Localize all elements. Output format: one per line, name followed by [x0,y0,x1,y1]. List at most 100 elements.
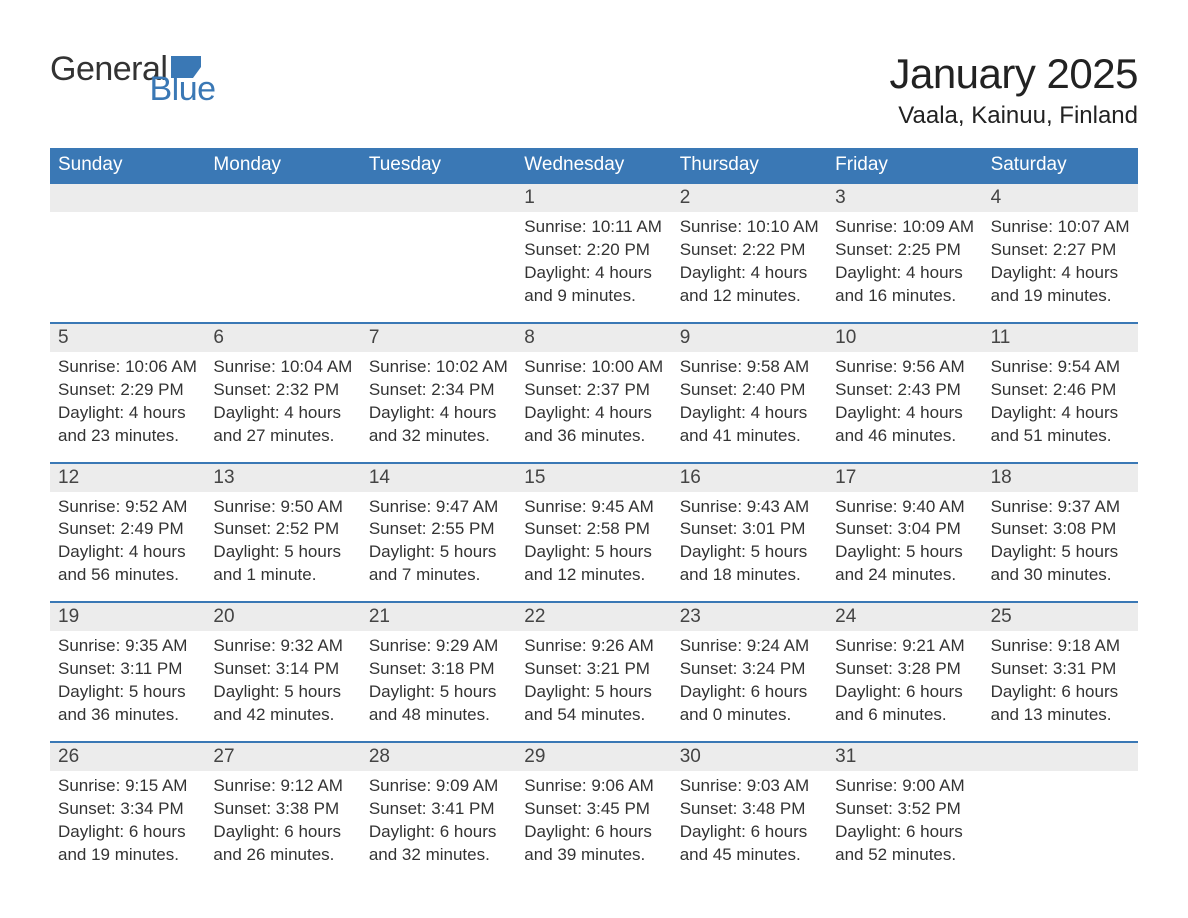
day-number: 11 [983,324,1138,352]
day-sunrise: Sunrise: 10:10 AM [680,216,819,239]
day-sunrise: Sunrise: 10:09 AM [835,216,974,239]
day-sunset: Sunset: 3:08 PM [991,518,1130,541]
day-sunrise: Sunrise: 10:04 AM [213,356,352,379]
page-title: January 2025 [889,50,1138,98]
day-number: 27 [205,743,360,771]
day-daylight2: and 19 minutes. [991,285,1130,308]
day-number: 17 [827,464,982,492]
day-daylight2: and 51 minutes. [991,425,1130,448]
hdr-monday: Monday [205,148,360,184]
day-daylight1: Daylight: 4 hours [680,402,819,425]
day-cell: Sunrise: 9:47 AMSunset: 2:55 PMDaylight:… [361,492,516,588]
day-sunrise: Sunrise: 10:06 AM [58,356,197,379]
day-daylight1: Daylight: 4 hours [835,262,974,285]
day-number: 16 [672,464,827,492]
day-daylight2: and 13 minutes. [991,704,1130,727]
calendar-week: 12131415161718Sunrise: 9:52 AMSunset: 2:… [50,462,1138,602]
day-daylight1: Daylight: 5 hours [524,541,663,564]
calendar-week: 1234Sunrise: 10:11 AMSunset: 2:20 PMDayl… [50,184,1138,322]
day-number: 12 [50,464,205,492]
calendar: Sunday Monday Tuesday Wednesday Thursday… [50,148,1138,881]
daynum-row: 19202122232425 [50,603,1138,631]
day-daylight2: and 32 minutes. [369,844,508,867]
day-cell [983,771,1138,867]
day-daylight1: Daylight: 4 hours [680,262,819,285]
daynum-row: 262728293031 [50,743,1138,771]
day-cell: Sunrise: 9:35 AMSunset: 3:11 PMDaylight:… [50,631,205,727]
day-sunrise: Sunrise: 9:45 AM [524,496,663,519]
day-number: 25 [983,603,1138,631]
day-number: 10 [827,324,982,352]
day-sunset: Sunset: 3:31 PM [991,658,1130,681]
day-daylight2: and 6 minutes. [835,704,974,727]
day-daylight2: and 32 minutes. [369,425,508,448]
day-daylight1: Daylight: 5 hours [213,541,352,564]
day-cell: Sunrise: 9:37 AMSunset: 3:08 PMDaylight:… [983,492,1138,588]
day-daylight1: Daylight: 6 hours [58,821,197,844]
day-number: 5 [50,324,205,352]
calendar-week: 262728293031Sunrise: 9:15 AMSunset: 3:34… [50,741,1138,881]
day-daylight1: Daylight: 4 hours [369,402,508,425]
day-number: 23 [672,603,827,631]
hdr-tuesday: Tuesday [361,148,516,184]
day-number: 4 [983,184,1138,212]
calendar-week: 19202122232425Sunrise: 9:35 AMSunset: 3:… [50,601,1138,741]
day-cell: Sunrise: 9:50 AMSunset: 2:52 PMDaylight:… [205,492,360,588]
day-cell: Sunrise: 9:06 AMSunset: 3:45 PMDaylight:… [516,771,671,867]
calendar-week: 567891011Sunrise: 10:06 AMSunset: 2:29 P… [50,322,1138,462]
day-number: 2 [672,184,827,212]
day-number: 19 [50,603,205,631]
day-cell [361,212,516,308]
day-daylight1: Daylight: 5 hours [369,541,508,564]
day-daylight1: Daylight: 4 hours [524,262,663,285]
day-sunset: Sunset: 2:52 PM [213,518,352,541]
day-daylight2: and 46 minutes. [835,425,974,448]
day-sunset: Sunset: 2:55 PM [369,518,508,541]
day-cell: Sunrise: 10:09 AMSunset: 2:25 PMDaylight… [827,212,982,308]
day-sunrise: Sunrise: 10:02 AM [369,356,508,379]
day-daylight2: and 0 minutes. [680,704,819,727]
day-cell: Sunrise: 10:11 AMSunset: 2:20 PMDaylight… [516,212,671,308]
day-sunset: Sunset: 3:18 PM [369,658,508,681]
day-cell: Sunrise: 9:29 AMSunset: 3:18 PMDaylight:… [361,631,516,727]
day-daylight1: Daylight: 4 hours [524,402,663,425]
day-sunset: Sunset: 3:48 PM [680,798,819,821]
day-daylight2: and 52 minutes. [835,844,974,867]
day-daylight2: and 7 minutes. [369,564,508,587]
day-number: 24 [827,603,982,631]
day-sunset: Sunset: 2:32 PM [213,379,352,402]
day-daylight2: and 9 minutes. [524,285,663,308]
day-number [983,743,1138,771]
day-number: 1 [516,184,671,212]
day-sunrise: Sunrise: 9:24 AM [680,635,819,658]
day-number: 31 [827,743,982,771]
day-daylight2: and 12 minutes. [524,564,663,587]
day-cell: Sunrise: 10:07 AMSunset: 2:27 PMDaylight… [983,212,1138,308]
day-sunrise: Sunrise: 9:06 AM [524,775,663,798]
day-sunrise: Sunrise: 9:00 AM [835,775,974,798]
day-daylight2: and 1 minute. [213,564,352,587]
day-sunset: Sunset: 2:40 PM [680,379,819,402]
day-cell: Sunrise: 9:09 AMSunset: 3:41 PMDaylight:… [361,771,516,867]
day-daylight2: and 42 minutes. [213,704,352,727]
day-daylight2: and 18 minutes. [680,564,819,587]
day-sunset: Sunset: 2:20 PM [524,239,663,262]
day-sunset: Sunset: 3:34 PM [58,798,197,821]
day-sunrise: Sunrise: 9:26 AM [524,635,663,658]
day-number: 6 [205,324,360,352]
day-daylight1: Daylight: 4 hours [991,402,1130,425]
day-daylight2: and 45 minutes. [680,844,819,867]
day-sunrise: Sunrise: 10:00 AM [524,356,663,379]
hdr-thursday: Thursday [672,148,827,184]
day-daylight1: Daylight: 4 hours [835,402,974,425]
header-row: General Blue January 2025 [50,50,1138,98]
day-sunset: Sunset: 3:04 PM [835,518,974,541]
day-daylight1: Daylight: 6 hours [991,681,1130,704]
day-sunrise: Sunrise: 9:58 AM [680,356,819,379]
day-daylight2: and 39 minutes. [524,844,663,867]
day-sunrise: Sunrise: 9:03 AM [680,775,819,798]
day-sunrise: Sunrise: 9:47 AM [369,496,508,519]
day-daylight1: Daylight: 5 hours [58,681,197,704]
day-number: 29 [516,743,671,771]
day-cell: Sunrise: 10:00 AMSunset: 2:37 PMDaylight… [516,352,671,448]
